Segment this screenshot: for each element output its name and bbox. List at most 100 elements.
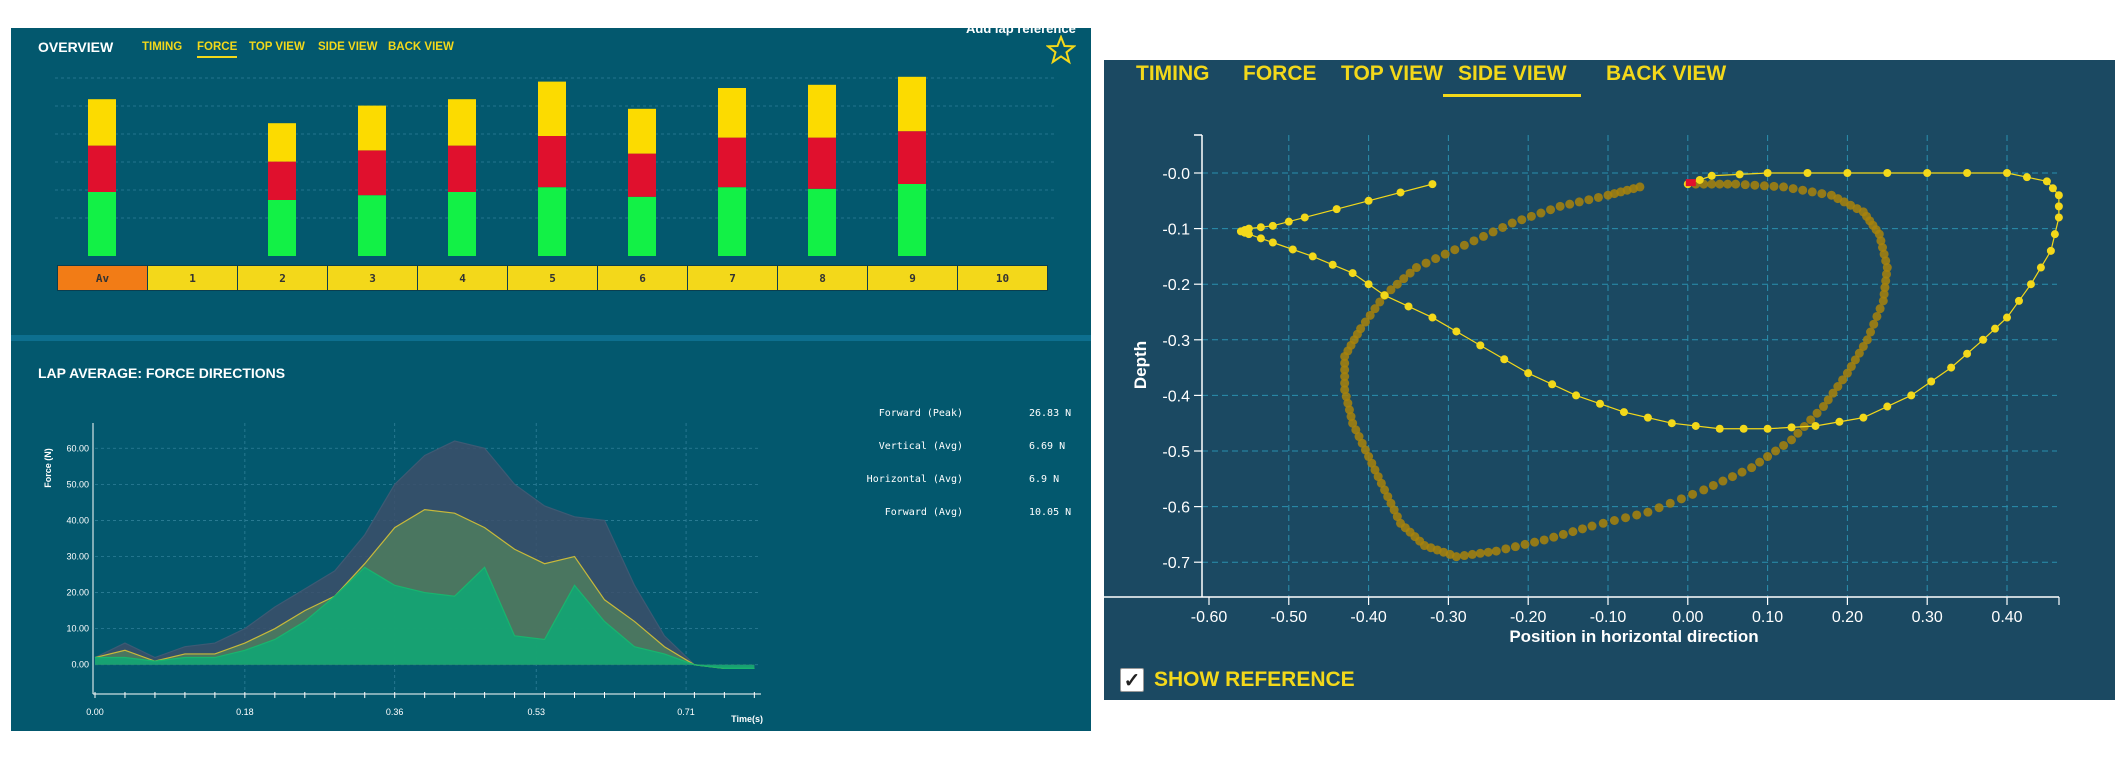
x-tick-label: -0.50 [1271, 609, 1308, 626]
tab-force[interactable]: FORCE [1243, 62, 1317, 85]
reference-point [1737, 467, 1747, 477]
stroke-point [1332, 205, 1341, 214]
stroke-point [1348, 269, 1357, 278]
stroke-point [1979, 335, 1988, 344]
reference-point [1779, 440, 1789, 450]
tab-back-view[interactable]: BACK VIEW [1606, 62, 1727, 85]
section-divider [11, 335, 1091, 341]
reference-point [1354, 432, 1364, 442]
reference-point [1812, 408, 1822, 418]
lap-cell-5[interactable]: 5 [507, 265, 598, 291]
lap-cell-2[interactable]: 2 [237, 265, 328, 291]
tab-force[interactable]: FORCE [197, 41, 238, 58]
stroke-point [1695, 175, 1704, 184]
stat-value: 6.9 N [1029, 474, 1060, 485]
reference-point [1807, 187, 1817, 197]
x-tick-label: -0.40 [1350, 609, 1387, 626]
stroke-point [1763, 169, 1772, 177]
reference-point [1838, 375, 1848, 385]
stroke-point [1927, 377, 1936, 386]
reference-point [1878, 296, 1888, 306]
lap-cell-3[interactable]: 3 [327, 265, 418, 291]
reference-point [1828, 388, 1838, 398]
bar-green-lap-5 [538, 187, 566, 256]
reference-point [1850, 355, 1860, 365]
reference-point [1451, 552, 1461, 562]
bar-yellow-lap-5 [538, 81, 566, 136]
y-tick-label: 40.00 [66, 515, 89, 525]
reference-point [1348, 418, 1358, 428]
y-tick-label: -0.7 [1162, 555, 1190, 572]
lap-cell-8[interactable]: 8 [777, 265, 868, 291]
stroke-point [2014, 296, 2023, 305]
stroke-point [1256, 223, 1265, 232]
force-line-2 [95, 566, 755, 669]
tab-timing[interactable]: TIMING [142, 41, 183, 53]
star-icon[interactable] [1046, 35, 1076, 65]
tab-side-view[interactable]: SIDE VIEW [318, 41, 378, 53]
lap-cell-10[interactable]: 10 [957, 265, 1048, 291]
bar-green-lap-9 [898, 184, 926, 256]
lap-cell-7[interactable]: 7 [687, 265, 778, 291]
stroke-point [1991, 324, 2000, 333]
tab-back-view[interactable]: BACK VIEW [388, 41, 454, 53]
y-tick-label: 50.00 [66, 479, 89, 489]
y-tick-label: 60.00 [66, 443, 89, 453]
reference-point [1389, 505, 1399, 515]
bar-green-lap-3 [358, 195, 386, 256]
stroke-point [1907, 391, 1916, 400]
stroke-point [1288, 245, 1297, 254]
reference-point [1360, 445, 1370, 455]
x-tick-label: 0.53 [527, 707, 545, 717]
tab-top-view[interactable]: TOP VIEW [249, 41, 305, 53]
tab-side-view[interactable]: SIDE VIEW [1443, 62, 1581, 97]
y-tick-label: 10.00 [66, 624, 89, 634]
reference-point [1498, 222, 1508, 232]
x-tick-label: 0.20 [1832, 609, 1863, 626]
reference-point [1833, 382, 1843, 392]
bar-yellow-lap-8 [808, 84, 836, 138]
stroke-point [2026, 280, 2035, 289]
reference-point [1707, 179, 1717, 189]
lap-cell-4[interactable]: 4 [417, 265, 508, 291]
lap-cell-av[interactable]: Av [57, 265, 148, 291]
lap-cell-1[interactable]: 1 [147, 265, 238, 291]
overview-panel: OVERVIEW TIMING FORCE TOP VIEW SIDE VIEW… [11, 28, 1091, 731]
bar-red-lap-av [88, 145, 116, 192]
show-reference-toggle[interactable]: ✓ SHOW REFERENCE [1120, 668, 1355, 692]
reference-point [1421, 258, 1431, 268]
bar-green-lap-6 [628, 196, 656, 256]
reference-point [1574, 197, 1584, 207]
reference-point [1771, 446, 1781, 456]
reference-point [1367, 458, 1377, 468]
stroke-point [2054, 191, 2063, 200]
add-lap-reference-link[interactable]: Add lap reference [966, 28, 1076, 36]
bar-red-lap-5 [538, 136, 566, 188]
checkbox[interactable]: ✓ [1120, 668, 1144, 692]
reference-point [1842, 368, 1852, 378]
reference-point [1779, 182, 1789, 192]
start-marker [1685, 179, 1696, 187]
bar-red-lap-6 [628, 153, 656, 197]
lap-cell-6[interactable]: 6 [597, 265, 688, 291]
reference-point [1676, 494, 1686, 504]
stroke-point [1667, 419, 1676, 428]
reference-point [1654, 503, 1664, 513]
y-tick-label: -0.4 [1162, 388, 1190, 405]
reference-point [1727, 472, 1737, 482]
reference-point [1467, 549, 1477, 559]
reference-point [1740, 180, 1750, 190]
reference-point [1715, 179, 1725, 189]
tab-top-view[interactable]: TOP VIEW [1341, 62, 1443, 85]
stroke-point [1428, 313, 1437, 322]
y-tick-label: 30.00 [66, 552, 89, 562]
reference-point [1747, 463, 1757, 473]
tab-timing[interactable]: TIMING [1136, 62, 1210, 85]
reference-point [1370, 465, 1380, 475]
stroke-point [2036, 263, 2045, 272]
y-axis-label: Depth [1131, 341, 1150, 389]
lap-cell-9[interactable]: 9 [867, 265, 958, 291]
x-tick-label: 0.00 [1672, 609, 1703, 626]
bar-red-lap-3 [358, 150, 386, 196]
bar-yellow-lap-av [88, 99, 116, 146]
